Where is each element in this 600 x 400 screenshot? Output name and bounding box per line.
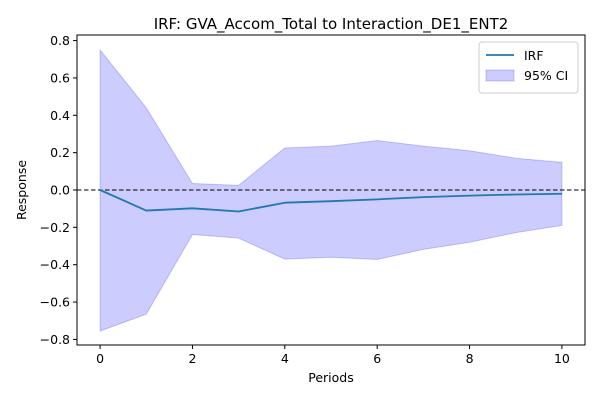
- legend-ci-swatch: [485, 69, 515, 82]
- legend-ci-label: 95% CI: [524, 68, 568, 83]
- y-tick-label: 0.4: [50, 108, 70, 123]
- legend-irf-label: IRF: [524, 48, 544, 63]
- y-tick-label: −0.2: [40, 220, 70, 235]
- y-tick-label: 0.0: [50, 183, 70, 198]
- y-axis: −0.8 −0.6 −0.4 −0.2 0.0 0.2 0.4 0.6 0.8: [40, 33, 77, 347]
- y-axis-label: Response: [14, 160, 29, 220]
- chart-title: IRF: GVA_Accom_Total to Interaction_DE1_…: [154, 15, 509, 34]
- x-tick-label: 8: [466, 351, 474, 366]
- y-tick-label: 0.2: [50, 145, 70, 160]
- y-tick-label: −0.8: [40, 332, 70, 347]
- y-tick-label: −0.4: [40, 257, 70, 272]
- legend: IRF 95% CI: [478, 41, 579, 94]
- x-tick-label: 2: [188, 351, 196, 366]
- x-tick-label: 4: [281, 351, 289, 366]
- irf-line-layer: [99, 189, 562, 213]
- x-tick-label: 0: [96, 351, 104, 366]
- x-axis-label: Periods: [308, 370, 354, 385]
- x-axis: 0 2 4 6 8 10: [96, 345, 570, 366]
- y-tick-label: 0.6: [50, 70, 70, 85]
- x-tick-label: 10: [554, 351, 570, 366]
- y-tick-label: −0.6: [40, 295, 70, 310]
- y-tick-label: 0.8: [50, 33, 70, 48]
- x-tick-label: 6: [373, 351, 381, 366]
